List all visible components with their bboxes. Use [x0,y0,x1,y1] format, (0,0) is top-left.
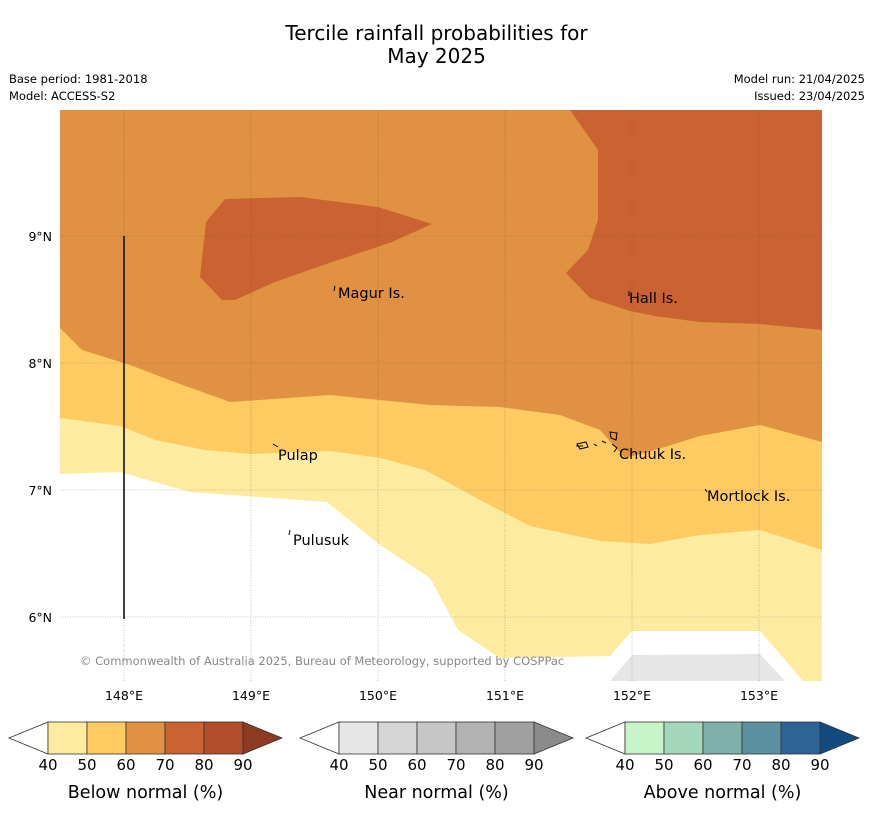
label-magur: Magur Is. [338,286,405,302]
colorbar-segment [164,721,205,755]
region-below-80-90-east [566,110,822,330]
colorbar-segment [702,721,743,755]
title-line-1: Tercile rainfall probabilities for [285,21,588,45]
colorbar-segment [203,721,244,755]
lon-label: 152°E [613,688,651,703]
model-name: Model: ACCESS-S2 [9,89,116,103]
meta-right: Model run: 21/04/2025 Issued: 23/04/2025 [734,71,865,105]
colorbar-segment [416,721,457,755]
colorbar-segment [494,721,535,755]
island-pulusuk [288,529,291,536]
map-title: Tercile rainfall probabilities for May 2… [0,22,873,68]
colorbar-max-extension [242,721,284,755]
colorbar-min-extension [7,721,49,755]
label-hall: Hall Is. [629,291,678,307]
label-chuuk: Chuuk Is. [619,447,686,463]
colorbar-tick-label: 40 [615,756,634,774]
lat-label: 9°N [28,229,52,244]
lat-label: 6°N [28,610,52,625]
colorbar-tick-label: 60 [693,756,712,774]
colorbar-segment [780,721,821,755]
colorbar-min-extension [584,721,626,755]
colorbar-tick-label: 70 [446,756,465,774]
colorbar-tick-label: 70 [732,756,751,774]
colorbar-title: Above normal (%) [644,783,802,803]
region-below-80-90-west [200,197,432,300]
model-run: Model run: 21/04/2025 [733,72,865,86]
colorbar-title: Near normal (%) [364,783,509,803]
colorbar-tick-label: 40 [38,756,57,774]
lat-axis: 9°N 8°N 7°N 6°N [28,229,52,625]
colorbar-title: Below normal (%) [68,783,223,803]
colorbar-tick-label: 90 [233,756,252,774]
colorbar-tick-label: 80 [485,756,504,774]
issued-date: Issued: 23/04/2025 [754,89,865,103]
colorbar-segment [455,721,496,755]
colorbar-segment [377,721,418,755]
colorbar-near-normal: 40 50 60 70 80 90 Near normal (%) [298,721,575,803]
label-pulap: Pulap [278,448,318,464]
island-chuuk [576,431,618,453]
island-pulap [272,443,279,448]
colorbar-legends: 40 50 60 70 80 90 Below normal (%) 40 50 60 70 80 90… [7,721,861,803]
map-panel: © Commonwealth of Australia 2025, Bureau… [60,110,822,681]
label-pulusuk: Pulusuk [293,533,350,549]
lon-label: 151°E [486,688,524,703]
region-near-normal-patch [610,654,785,681]
colorbar-segment [624,721,665,755]
colorbar-min-extension [298,721,340,755]
lon-label: 149°E [232,688,270,703]
lon-label: 148°E [105,688,143,703]
colorbar-segment [47,721,88,755]
colorbar-segment [663,721,704,755]
lon-label: 150°E [359,688,397,703]
colorbar-segment [86,721,127,755]
colorbar-max-extension [533,721,575,755]
colorbar-tick-label: 90 [524,756,543,774]
lon-axis: 148°E 149°E 150°E 151°E 152°E 153°E [105,688,778,703]
colorbar-tick-label: 60 [116,756,135,774]
colorbar-tick-label: 50 [368,756,387,774]
place-labels: Magur Is. Hall Is. Pulap Chuuk Is. Mortl… [278,286,790,549]
colorbar-tick-label: 80 [771,756,790,774]
colorbar-max-extension [819,721,861,755]
colorbar-tick-label: 50 [77,756,96,774]
colorbar-below-normal: 40 50 60 70 80 90 Below normal (%) [7,721,284,803]
lat-label: 8°N [28,356,52,371]
colorbar-tick-label: 60 [407,756,426,774]
island-mortlock [704,488,708,493]
colorbar-tick-label: 40 [329,756,348,774]
lat-label: 7°N [28,483,52,498]
colorbar-segment [125,721,166,755]
colorbar-tick-label: 70 [155,756,174,774]
colorbar-segment [741,721,782,755]
lon-label: 153°E [740,688,778,703]
meta-left: Base period: 1981-2018 Model: ACCESS-S2 [9,71,148,105]
colorbar-tick-label: 80 [194,756,213,774]
copyright-text: © Commonwealth of Australia 2025, Bureau… [80,654,564,668]
label-mortlock: Mortlock Is. [707,489,790,505]
colorbar-segment [338,721,379,755]
base-period: Base period: 1981-2018 [9,72,148,86]
colorbar-above-normal: 40 50 60 70 80 90 Above normal (%) [584,721,861,803]
colorbar-tick-label: 90 [810,756,829,774]
title-line-2: May 2025 [387,44,486,68]
island-magur [333,285,336,292]
colorbar-tick-label: 50 [654,756,673,774]
island-marks [272,285,708,536]
